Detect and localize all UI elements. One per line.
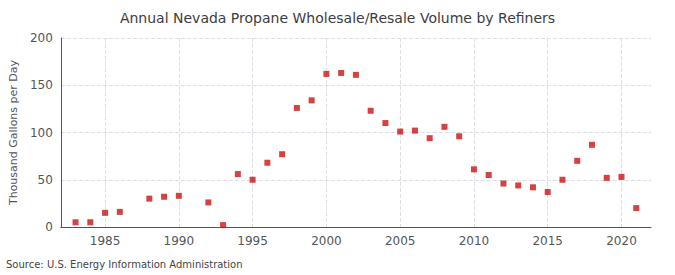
svg-text:Annual Nevada Propane Wholesal: Annual Nevada Propane Wholesale/Resale V… <box>120 10 555 26</box>
svg-text:Source: U.S. Energy Informatio: Source: U.S. Energy Information Administ… <box>6 259 243 270</box>
svg-text:1985: 1985 <box>90 234 121 248</box>
svg-text:100: 100 <box>30 126 53 140</box>
svg-text:150: 150 <box>30 78 53 92</box>
svg-text:2000: 2000 <box>311 234 342 248</box>
svg-text:0: 0 <box>45 220 53 234</box>
svg-text:Thousand Gallons per Day: Thousand Gallons per Day <box>7 59 20 206</box>
svg-text:200: 200 <box>30 31 53 45</box>
svg-text:1990: 1990 <box>164 234 195 248</box>
svg-text:1995: 1995 <box>237 234 268 248</box>
svg-text:50: 50 <box>38 173 53 187</box>
svg-text:2020: 2020 <box>606 234 637 248</box>
svg-text:2015: 2015 <box>532 234 563 248</box>
svg-text:2005: 2005 <box>385 234 416 248</box>
svg-text:2010: 2010 <box>459 234 490 248</box>
